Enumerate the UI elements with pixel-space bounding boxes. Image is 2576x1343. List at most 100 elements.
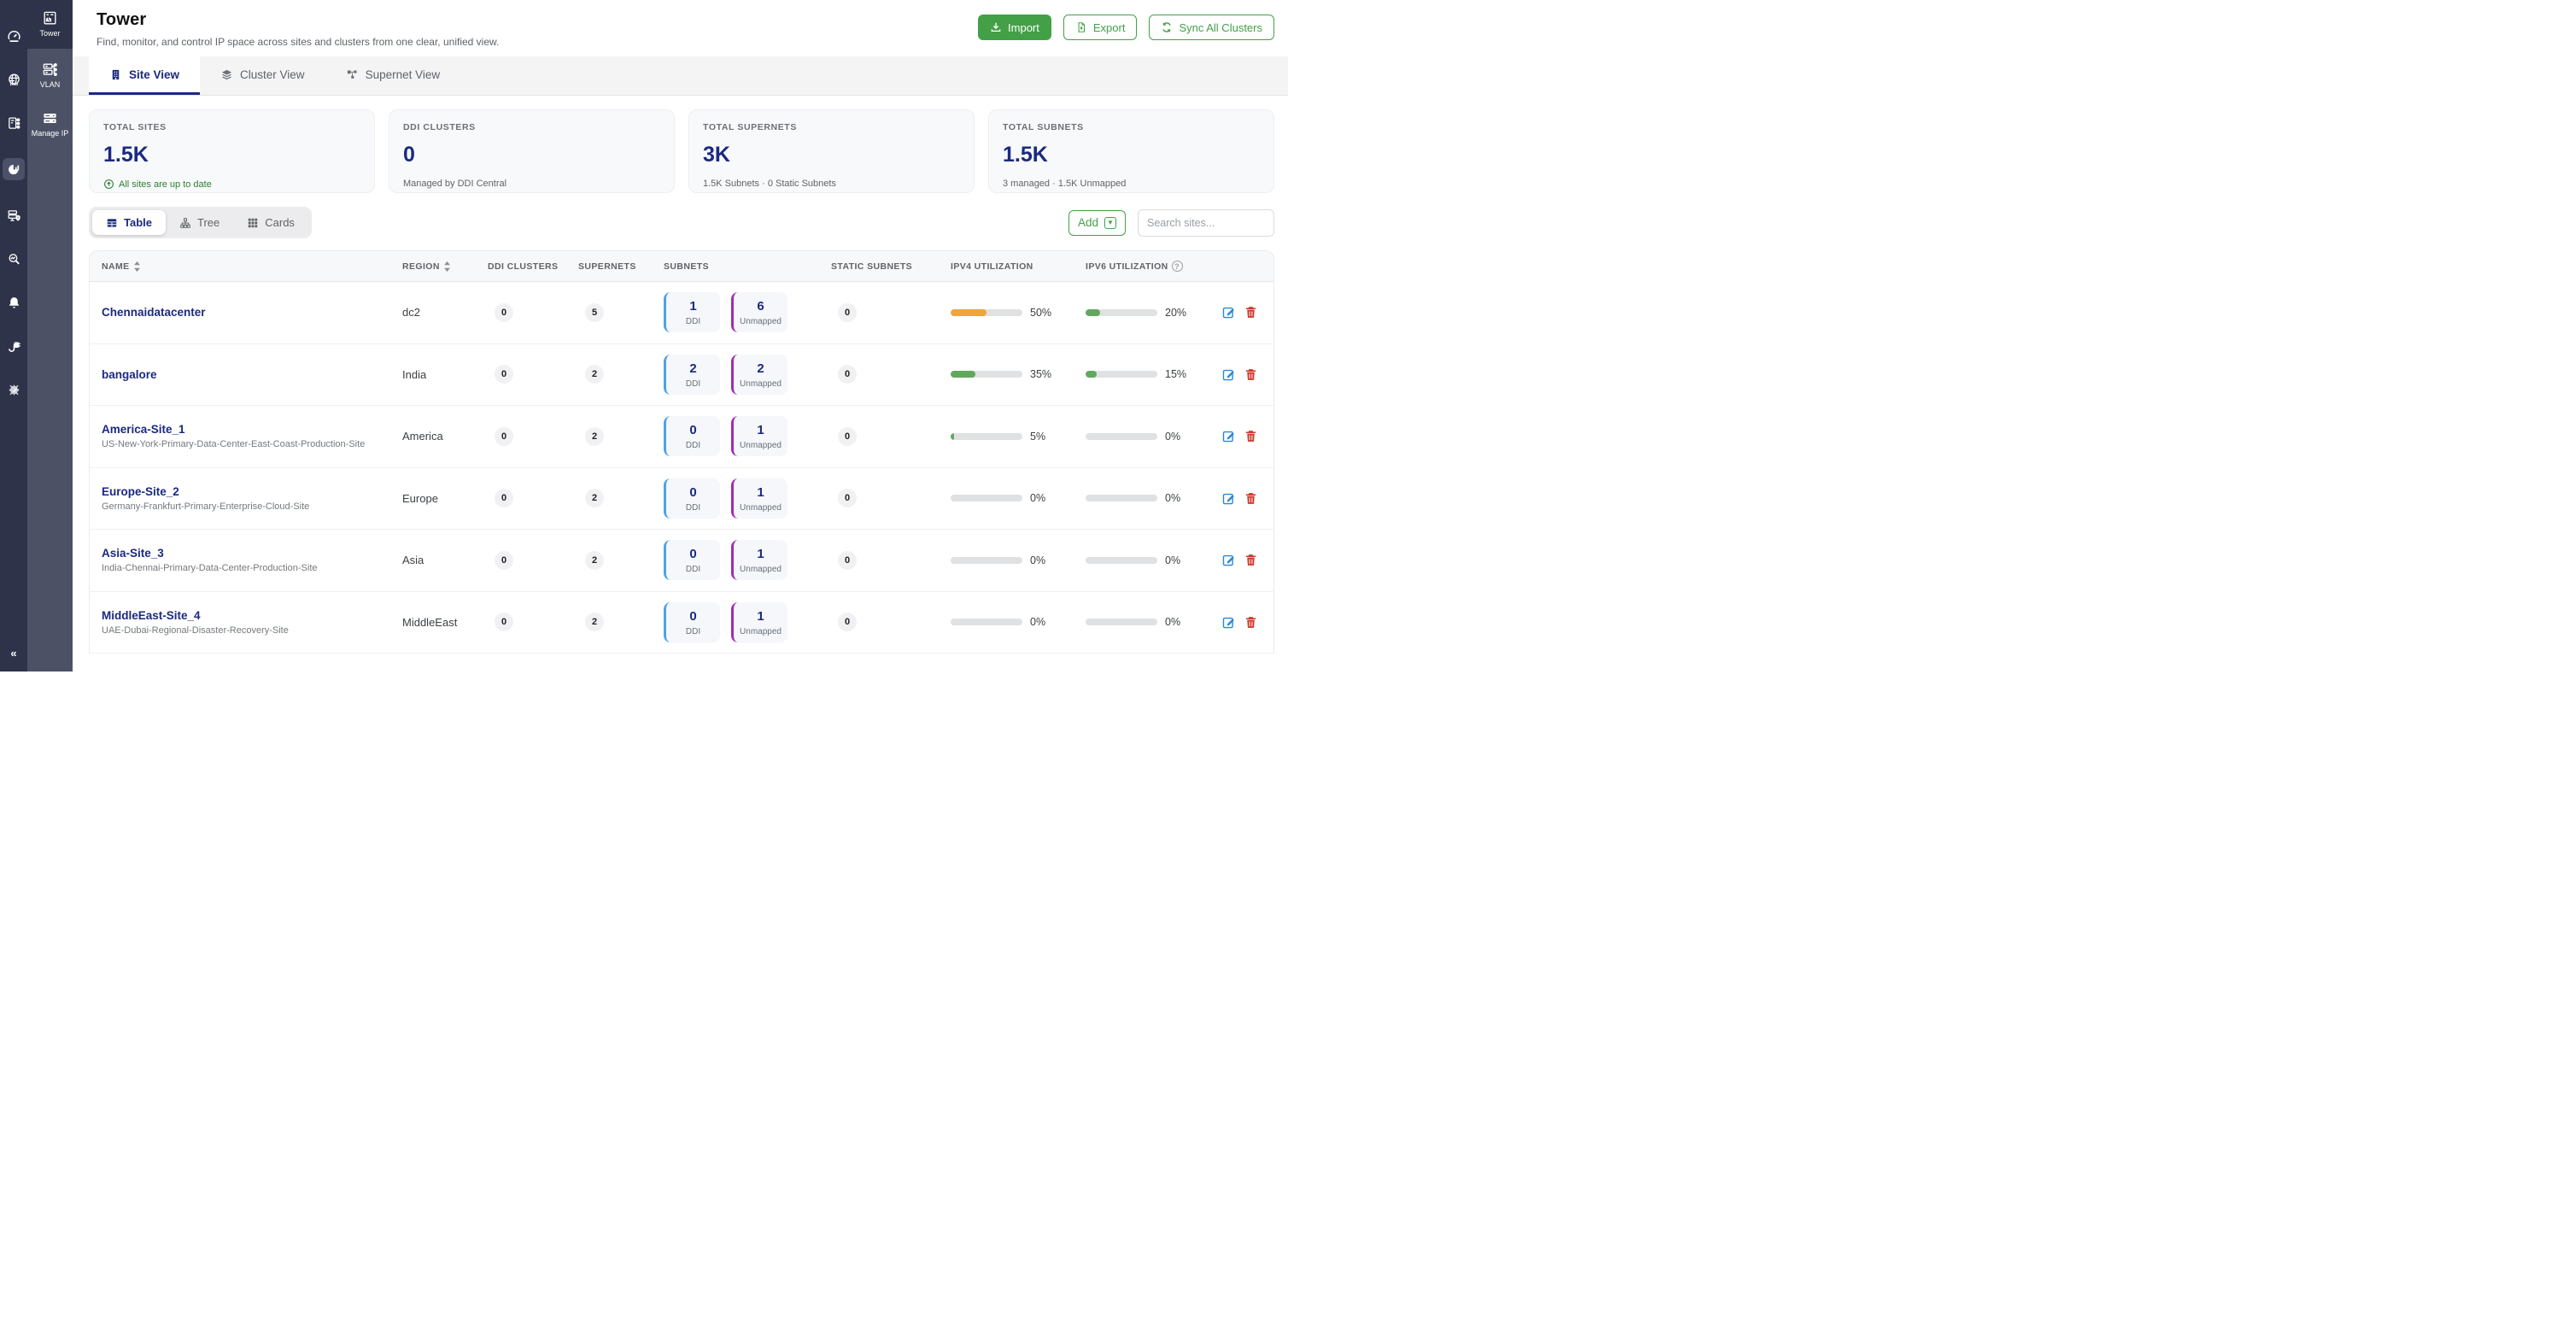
site-description: US-New-York-Primary-Data-Center-East-Coa…	[102, 439, 366, 450]
tab-cluster-view[interactable]: Cluster View	[200, 56, 325, 95]
layers-icon	[221, 69, 232, 79]
tab-site-view[interactable]: Site View	[89, 56, 201, 95]
view-mode-cards[interactable]: Cards	[233, 210, 308, 235]
card-value: 1.5K	[103, 143, 149, 167]
connector-plug-icon[interactable]	[5, 337, 22, 355]
static-subnets-cell: 0	[828, 365, 947, 384]
sidebar-item-manage-ip[interactable]: Manage IP	[27, 103, 73, 146]
subnets-ddi-chip: 0 DDI	[664, 540, 720, 581]
chip-label: DDI	[685, 441, 701, 451]
ipv4-utilization-cell: 0%	[947, 554, 1082, 566]
search-input[interactable]	[1138, 208, 1274, 237]
site-name-link[interactable]: Asia-Site_3	[102, 547, 164, 560]
ipv4-utilization-value: 35%	[1030, 368, 1052, 381]
sidebar-item-tower[interactable]: Tower	[27, 0, 73, 49]
subnets-ddi-chip: 0 DDI	[664, 601, 720, 642]
edit-icon[interactable]	[1221, 491, 1236, 506]
ddi-clusters-cell: 0	[484, 302, 575, 322]
ddi-clusters-cell: 0	[484, 550, 575, 570]
chip-label: DDI	[685, 502, 701, 513]
chip-label: Unmapped	[740, 565, 782, 575]
alerts-bell-icon[interactable]	[5, 294, 22, 311]
delete-trash-icon[interactable]	[1244, 367, 1258, 382]
static-subnets-cell: 0	[828, 426, 947, 446]
sort-icon	[133, 261, 141, 272]
dashboard-gauge-icon[interactable]	[5, 27, 22, 44]
view-mode-table[interactable]: Table	[92, 210, 166, 235]
subnets-cell: 0 DDI 1 Unmapped	[660, 478, 828, 519]
card-total-sites: TOTAL SITES 1.5K All sites are up to dat…	[89, 109, 375, 193]
ipv6-utilization-bar	[1086, 308, 1157, 316]
site-name-link[interactable]: America-Site_1	[102, 423, 185, 437]
sidebar-collapse-chevrons[interactable]: «	[10, 647, 17, 660]
network-nodes-icon	[347, 70, 357, 79]
settings-gear-icon[interactable]	[5, 381, 22, 398]
delete-trash-icon[interactable]	[1244, 429, 1258, 443]
column-header-supernets: SUPERNETS	[578, 261, 636, 272]
import-button[interactable]: Import	[978, 15, 1051, 40]
stats-cards: TOTAL SITES 1.5K All sites are up to dat…	[89, 109, 1274, 193]
chip-label: Unmapped	[740, 317, 782, 327]
delete-trash-icon[interactable]	[1244, 491, 1258, 506]
static-subnets-badge: 0	[838, 302, 857, 322]
ipv4-utilization-bar	[951, 495, 1022, 502]
sidebar-item-vlan[interactable]: VLAN	[27, 54, 73, 97]
row-actions	[1221, 429, 1265, 443]
secondary-sidebar: Tower VLAN Manage IP	[27, 0, 73, 672]
edit-icon[interactable]	[1221, 429, 1236, 443]
subnets-unmapped-chip: 6 Unmapped	[731, 292, 787, 333]
tab-label: Supernet View	[365, 67, 441, 81]
site-name-cell: bangalore	[98, 368, 399, 381]
table-header-row: NAME REGION DDI CLUSTERS SUPERNETS SUBNE…	[90, 251, 1273, 282]
site-name-link[interactable]: Chennaidatacenter	[102, 306, 206, 320]
ddi-clusters-badge: 0	[495, 426, 513, 446]
server-security-icon[interactable]: !	[5, 207, 22, 224]
delete-trash-icon[interactable]	[1244, 553, 1258, 567]
region-cell: MiddleEast	[402, 615, 458, 629]
supernets-badge: 2	[585, 550, 604, 570]
sort-icon	[443, 261, 451, 272]
view-mode-tree[interactable]: Tree	[166, 210, 233, 235]
export-button[interactable]: Export	[1063, 15, 1138, 40]
table-body: Chennaidatacenter dc2 0 5 1 DDI 6 Unmapp…	[90, 282, 1273, 654]
help-icon[interactable]: ?	[1171, 261, 1183, 272]
edit-icon[interactable]	[1221, 553, 1236, 567]
edit-icon[interactable]	[1221, 367, 1236, 382]
ddi-clusters-badge: 0	[495, 302, 513, 322]
ipv4-utilization-value: 0%	[1030, 492, 1046, 505]
site-name-link[interactable]: MiddleEast-Site_4	[102, 608, 201, 622]
subnets-cell: 0 DDI 1 Unmapped	[660, 416, 828, 457]
column-header-region[interactable]: REGION	[399, 261, 484, 272]
ipv6-utilization-bar	[1086, 556, 1157, 564]
card-value: 3K	[703, 143, 730, 167]
edit-icon[interactable]	[1221, 615, 1236, 630]
site-name-link[interactable]: bangalore	[102, 367, 157, 381]
manage-ip-servers-icon	[44, 113, 56, 123]
card-footer: All sites are up to date	[103, 179, 360, 190]
supernets-cell: 2	[575, 365, 660, 384]
supernets-cell: 2	[575, 613, 660, 632]
audit-search-icon[interactable]	[5, 250, 22, 267]
delete-trash-icon[interactable]	[1244, 305, 1258, 320]
page-header: Tower Find, monitor, and control IP spac…	[73, 0, 1288, 56]
row-actions	[1221, 615, 1265, 630]
edit-icon[interactable]	[1221, 305, 1236, 320]
ddi-clusters-badge: 0	[495, 550, 513, 570]
ipv4-utilization-cell: 50%	[947, 307, 1082, 319]
dhcp-server-icon[interactable]	[5, 114, 22, 132]
ipv4-utilization-bar	[951, 556, 1022, 564]
site-name-link[interactable]: Europe-Site_2	[102, 484, 179, 498]
sync-refresh-icon	[1162, 22, 1172, 32]
dns-globe-icon[interactable]: DNS	[5, 71, 22, 88]
static-subnets-badge: 0	[838, 550, 857, 570]
add-site-button[interactable]: Add ▼	[1068, 209, 1126, 236]
ipv6-utilization-value: 0%	[1165, 430, 1181, 443]
delete-trash-icon[interactable]	[1244, 615, 1258, 630]
supernets-cell: 2	[575, 489, 660, 508]
sync-all-clusters-button[interactable]: Sync All Clusters	[1149, 15, 1274, 40]
site-description: India-Chennai-Primary-Data-Center-Produc…	[102, 563, 318, 574]
ipv6-utilization-value: 0%	[1165, 492, 1181, 505]
column-header-name[interactable]: NAME	[98, 261, 399, 272]
tab-supernet-view[interactable]: Supernet View	[325, 56, 461, 95]
ipam-analytics-icon[interactable]	[3, 158, 25, 180]
